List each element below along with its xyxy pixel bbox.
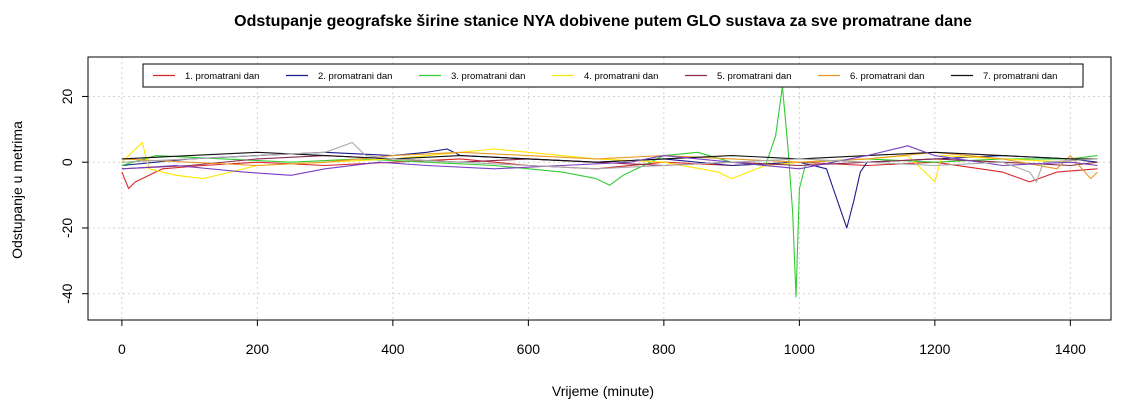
x-axis: 0 200 400 600 800 1000 1200 1400: [118, 319, 1086, 357]
legend-label-5: 5. promatrani dan: [717, 71, 791, 82]
y-tick-label: 0: [59, 158, 75, 166]
legend: 1. promatrani dan 2. promatrani dan 3. pro…: [142, 63, 1084, 88]
series-layer: [121, 86, 1098, 298]
y-tick-label: -20: [59, 218, 75, 238]
legend-label-4: 4. promatrani dan: [584, 71, 658, 82]
series-line-8: [121, 145, 1098, 176]
legend-label-7: 7. promatrani dan: [983, 71, 1057, 82]
x-tick-label: 1400: [1055, 341, 1086, 357]
chart-title: Odstupanje geografske širine stanice NYA…: [234, 13, 972, 30]
y-tick-label: 20: [59, 88, 75, 104]
y-axis-label: Odstupanje u metrima: [9, 121, 25, 259]
x-tick-label: 600: [517, 341, 541, 357]
x-tick-label: 200: [246, 341, 270, 357]
y-tick-label: -40: [59, 283, 75, 303]
x-tick-label: 1200: [919, 341, 950, 357]
x-tick-label: 400: [381, 341, 405, 357]
series-line-3: [121, 86, 1098, 298]
y-axis: -40 -20 0 20: [59, 88, 89, 304]
legend-label-1: 1. promatrani dan: [185, 71, 259, 82]
legend-label-2: 2. promatrani dan: [318, 71, 392, 82]
x-tick-label: 0: [118, 341, 126, 357]
x-axis-label: Vrijeme (minute): [552, 383, 654, 399]
series-line-9: [121, 141, 1098, 183]
x-tick-label: 800: [652, 341, 676, 357]
x-tick-label: 1000: [784, 341, 815, 357]
legend-label-6: 6. promatrani dan: [850, 71, 924, 82]
grid: [88, 57, 1111, 320]
legend-box: [142, 63, 1084, 88]
legend-label-3: 3. promatrani dan: [451, 71, 525, 82]
